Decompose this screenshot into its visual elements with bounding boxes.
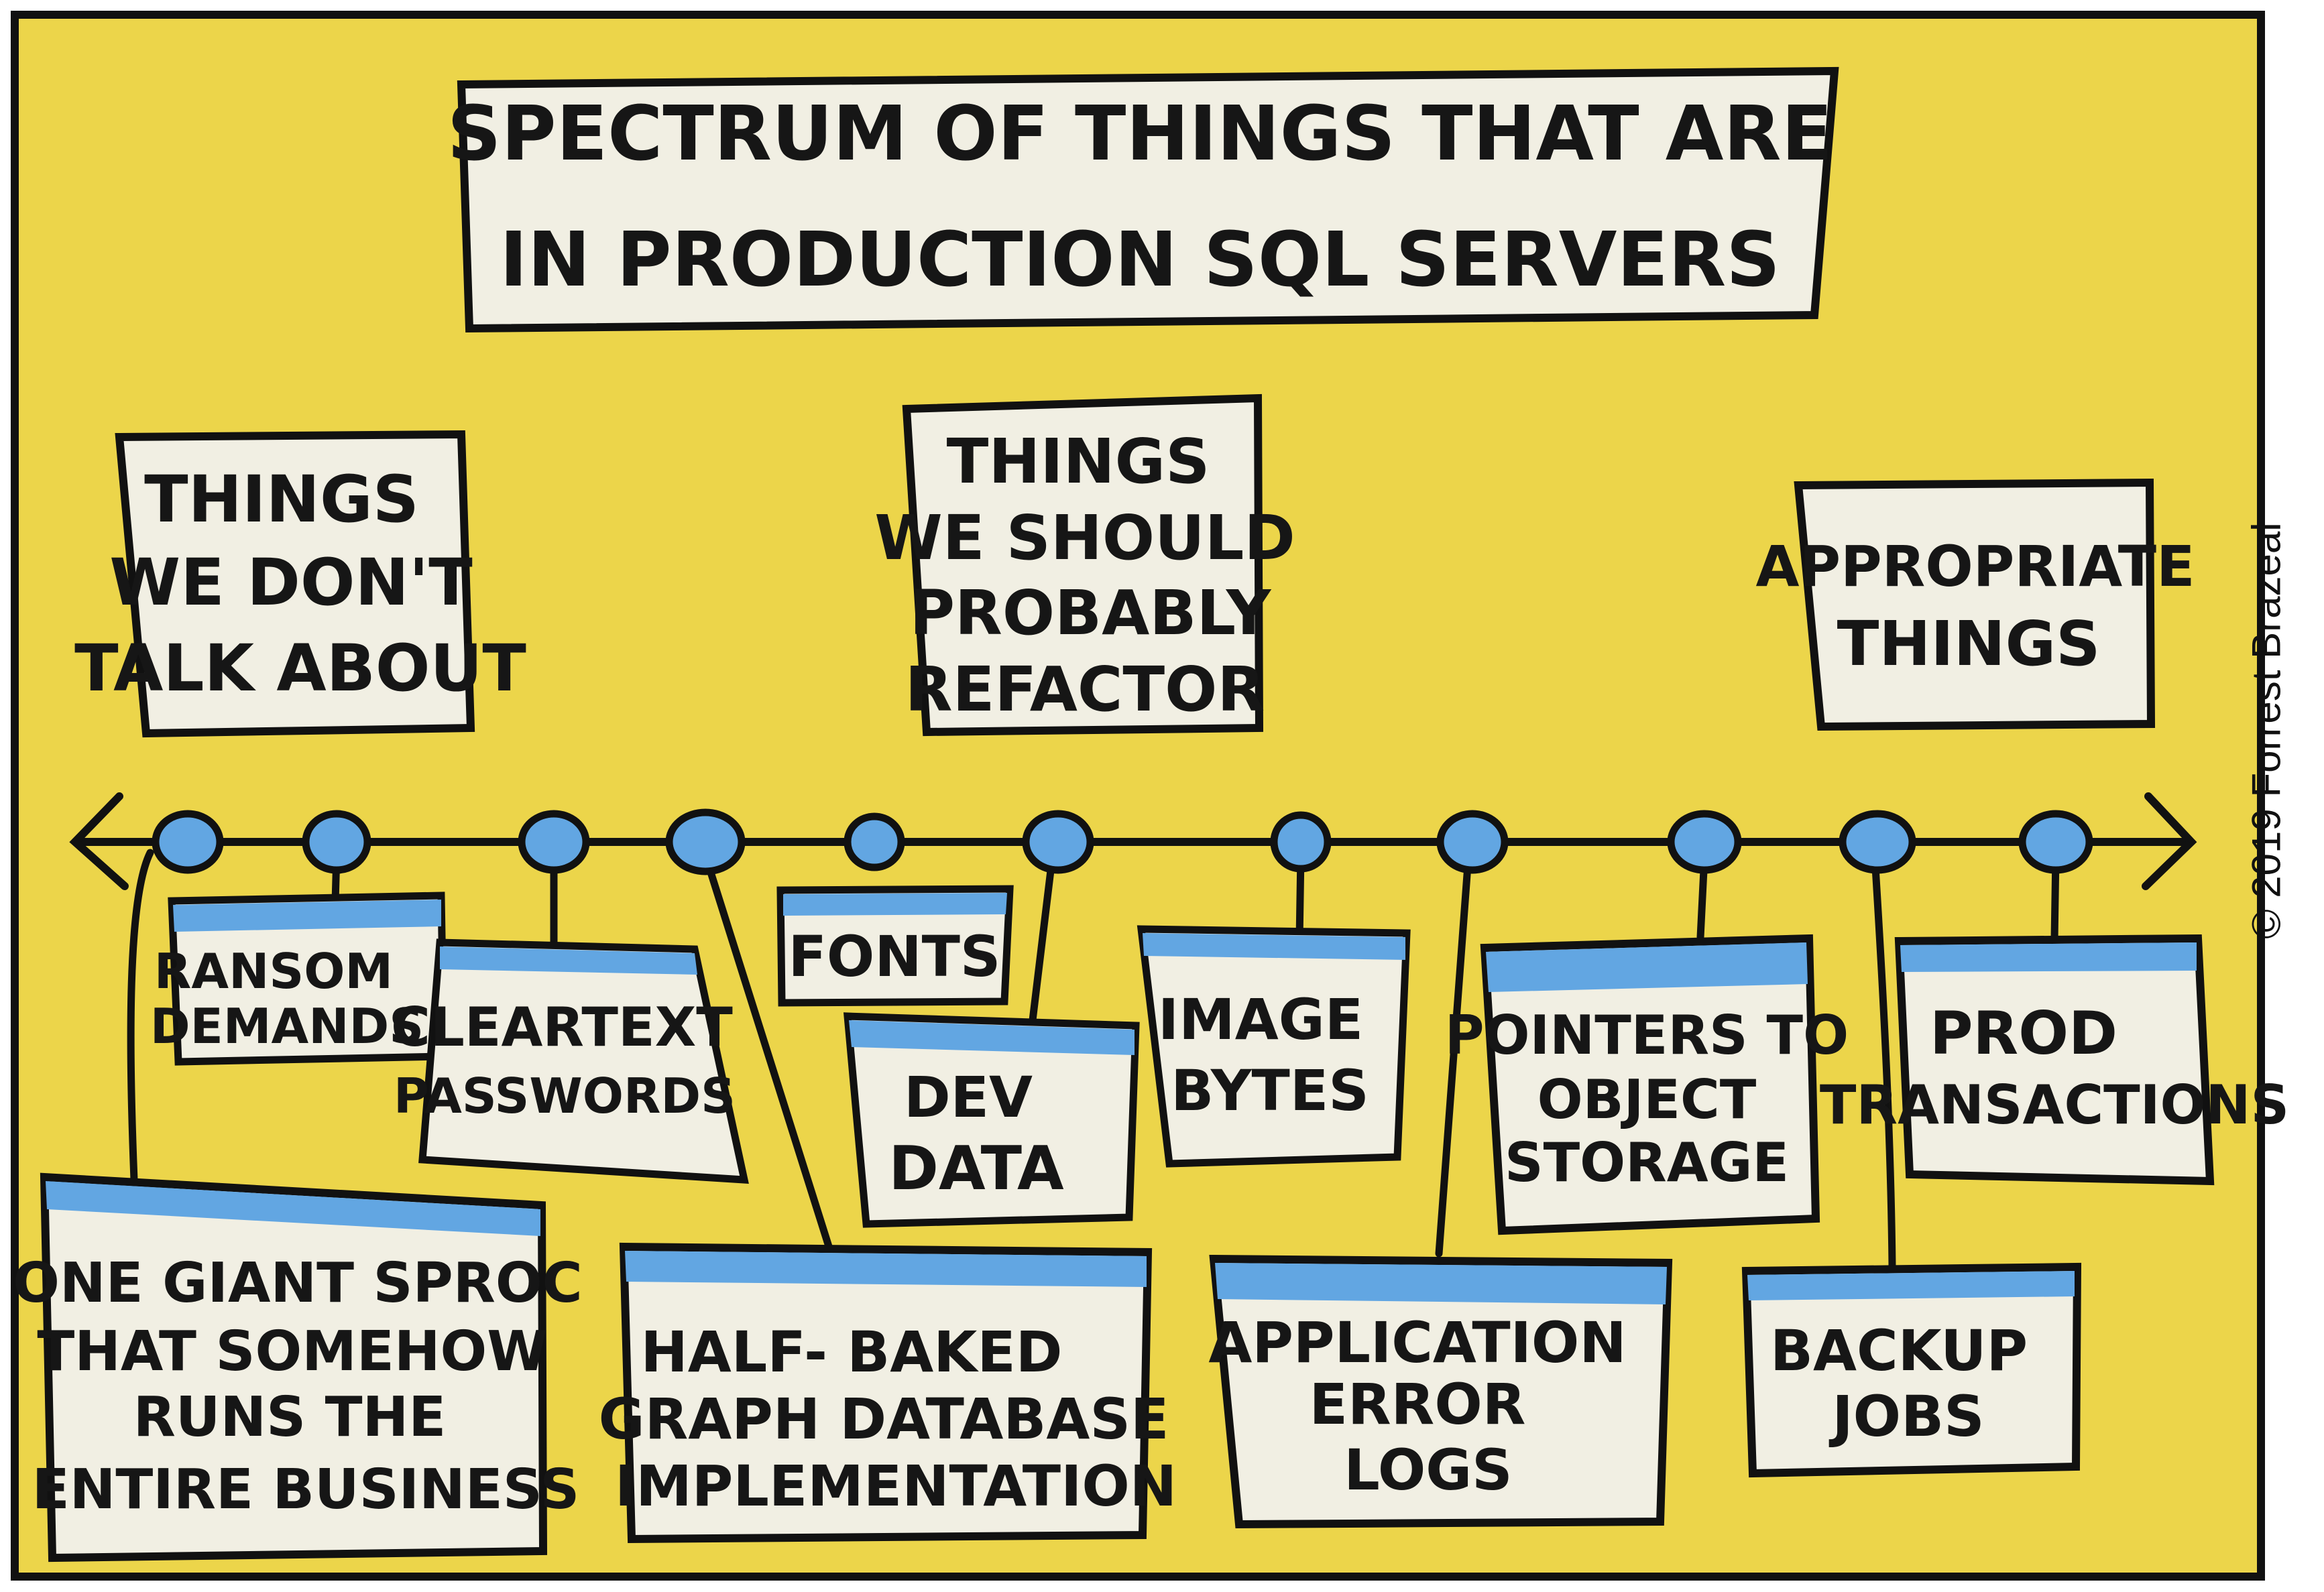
item-fonts-line-1: FONTS <box>789 924 1001 989</box>
axis-nodes <box>152 808 2093 875</box>
category-left-line-2: WE DON'T <box>109 545 472 620</box>
item-graph-line-2: GRAPH DATABASE <box>599 1386 1169 1452</box>
item-graph-line-1: HALF- BAKED <box>641 1319 1063 1385</box>
category-middle-line-4: REFACTOR <box>905 654 1265 725</box>
item-graph-line-3: IMPLEMENTATION <box>615 1453 1177 1519</box>
item-applogs-line-3: LOGS <box>1344 1437 1512 1503</box>
axis-arrow-left <box>69 792 129 890</box>
axis-node <box>665 808 746 875</box>
item-applogs-line-2: ERROR <box>1310 1371 1526 1437</box>
item-applogs-line-1: APPLICATION <box>1208 1310 1626 1375</box>
axis-node <box>2018 810 2093 874</box>
category-right-box: APPROPRIATE THINGS <box>1756 478 2195 731</box>
category-left-box: THINGS WE DON'T TALK ABOUT <box>74 430 526 738</box>
item-image-bytes: IMAGE BYTES <box>1137 925 1411 1168</box>
item-half-baked-graph: HALF- BAKED GRAPH DATABASE IMPLEMENTATIO… <box>599 1242 1177 1544</box>
item-giant-sproc: ONE GIANT SPROC THAT SOMEHOW RUNS THE EN… <box>13 1172 583 1563</box>
item-sproc-line-2: THAT SOMEHOW <box>37 1320 547 1384</box>
item-image-line-2: BYTES <box>1171 1058 1369 1123</box>
item-passwords-line-1: CLEARTEXT <box>391 996 733 1058</box>
axis-arrow-right <box>2142 792 2197 890</box>
axis-node <box>302 810 371 874</box>
item-prod-line-2: TRANSACTIONS <box>1820 1074 2289 1136</box>
item-ransom-line-1: RANSOM <box>154 943 393 999</box>
item-image-line-1: IMAGE <box>1158 987 1363 1052</box>
title-box: SPECTRUM OF THINGS THAT ARE IN PRODUCTIO… <box>447 66 1839 333</box>
item-pointers-line-2: OBJECT <box>1537 1068 1757 1131</box>
item-ransom-demands: RANSOM DEMANDS <box>150 892 448 1066</box>
category-left-line-3: TALK ABOUT <box>74 631 526 706</box>
item-sproc-line-4: ENTIRE BUSINESS <box>32 1458 580 1522</box>
category-left-line-1: THINGS <box>144 462 419 537</box>
category-right-line-1: APPROPRIATE <box>1756 534 2195 599</box>
axis-node <box>1022 810 1094 874</box>
copyright-credit: © 2019 Forrest Brazeal <box>2244 522 2289 939</box>
item-backup-jobs: BACKUP JOBS <box>1741 1262 2082 1478</box>
item-ransom-line-2: DEMANDS <box>150 998 424 1054</box>
item-prod-transactions: PROD TRANSACTIONS <box>1820 934 2289 1186</box>
category-right-line-2: THINGS <box>1837 608 2101 680</box>
item-application-error-logs: APPLICATION ERROR LOGS <box>1208 1254 1673 1529</box>
item-backup-line-2: JOBS <box>1828 1384 1984 1449</box>
item-pointers-line-3: STORAGE <box>1505 1131 1789 1194</box>
axis-node <box>1270 811 1332 873</box>
item-pointers-line-1: POINTERS TO <box>1445 1004 1849 1066</box>
item-dev-data: DEV DATA <box>843 1012 1140 1228</box>
category-middle-line-1: THINGS <box>947 426 1210 497</box>
item-passwords-line-2: PASSWORDS <box>394 1068 736 1124</box>
item-devdata-line-2: DATA <box>888 1134 1064 1204</box>
item-prod-line-1: PROD <box>1930 999 2117 1068</box>
item-pointers-object-storage: POINTERS TO OBJECT STORAGE <box>1445 934 1849 1235</box>
axis-node <box>844 812 905 871</box>
title-line-2: IN PRODUCTION SQL SERVERS <box>500 217 1780 304</box>
category-middle-box: THINGS WE SHOULD PROBABLY REFACTOR <box>874 393 1295 737</box>
axis-node <box>1436 810 1509 874</box>
axis-node <box>1839 810 1916 874</box>
item-backup-line-1: BACKUP <box>1770 1318 2028 1384</box>
category-middle-line-3: PROBABLY <box>910 577 1272 649</box>
item-sproc-line-1: ONE GIANT SPROC <box>13 1251 582 1315</box>
axis-node <box>152 810 224 874</box>
category-middle-line-2: WE SHOULD <box>874 502 1295 574</box>
item-cleartext-passwords: CLEARTEXT PASSWORDS <box>391 938 749 1184</box>
spectrum-axis <box>69 792 2197 890</box>
item-sproc-line-3: RUNS THE <box>133 1386 447 1449</box>
axis-node <box>1667 810 1742 874</box>
title-line-1: SPECTRUM OF THINGS THAT ARE <box>447 90 1833 178</box>
axis-node <box>518 810 590 874</box>
item-fonts: FONTS <box>776 885 1014 1007</box>
item-devdata-line-1: DEV <box>904 1064 1033 1130</box>
